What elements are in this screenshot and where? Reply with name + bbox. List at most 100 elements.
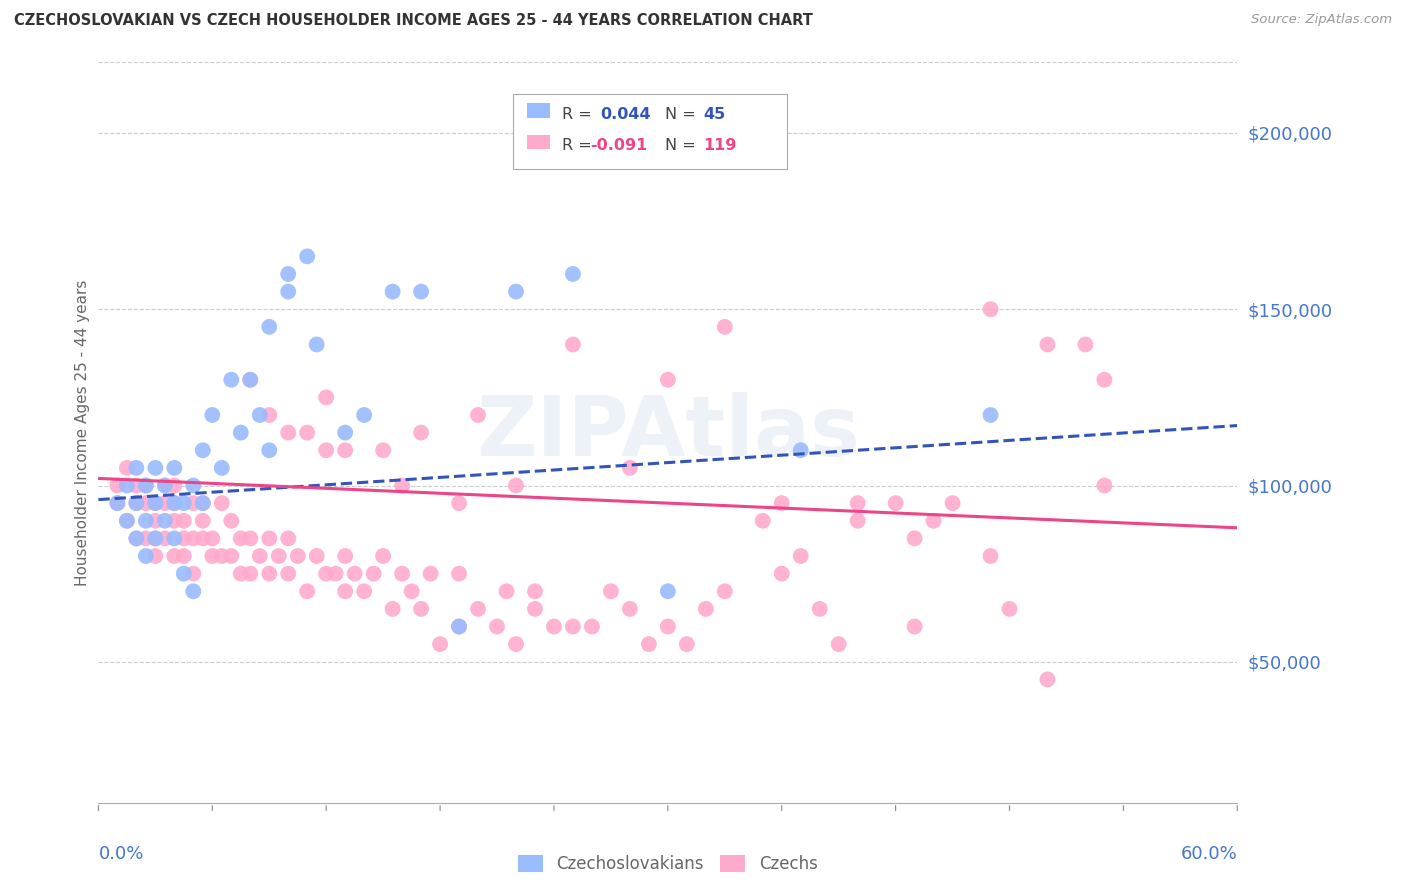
Point bbox=[145, 514, 167, 528]
Point bbox=[229, 566, 252, 581]
Point bbox=[381, 602, 404, 616]
Point bbox=[191, 514, 214, 528]
Point bbox=[922, 514, 945, 528]
Point bbox=[153, 478, 176, 492]
Point bbox=[676, 637, 699, 651]
Point bbox=[163, 496, 186, 510]
Point bbox=[183, 566, 205, 581]
Point bbox=[221, 549, 243, 563]
Point bbox=[562, 619, 585, 633]
Point bbox=[371, 549, 394, 563]
Text: ZIPAtlas: ZIPAtlas bbox=[475, 392, 860, 473]
Point bbox=[153, 514, 176, 528]
Point bbox=[335, 425, 357, 440]
Point bbox=[135, 496, 157, 510]
Point bbox=[163, 514, 186, 528]
Point bbox=[153, 496, 176, 510]
Point bbox=[657, 373, 679, 387]
Point bbox=[145, 549, 167, 563]
Point bbox=[401, 584, 423, 599]
Point bbox=[115, 461, 138, 475]
Point bbox=[153, 478, 176, 492]
Text: -0.091: -0.091 bbox=[591, 138, 648, 153]
Point bbox=[229, 425, 252, 440]
Point bbox=[353, 408, 375, 422]
Point bbox=[115, 514, 138, 528]
Point bbox=[714, 584, 737, 599]
Point bbox=[249, 549, 271, 563]
Point bbox=[259, 532, 281, 546]
Point bbox=[353, 584, 375, 599]
Point bbox=[277, 267, 299, 281]
Text: 119: 119 bbox=[703, 138, 737, 153]
Point bbox=[297, 249, 319, 263]
Point bbox=[183, 584, 205, 599]
Point bbox=[371, 443, 394, 458]
Point bbox=[163, 478, 186, 492]
Point bbox=[315, 390, 337, 404]
Point bbox=[657, 584, 679, 599]
Point bbox=[998, 602, 1021, 616]
Point bbox=[381, 285, 404, 299]
Point bbox=[942, 496, 965, 510]
Point bbox=[145, 496, 167, 510]
Point bbox=[1036, 337, 1059, 351]
Point bbox=[173, 532, 195, 546]
Point bbox=[524, 602, 547, 616]
Point bbox=[249, 408, 271, 422]
Point bbox=[211, 461, 233, 475]
Point bbox=[191, 496, 214, 510]
Text: 0.0%: 0.0% bbox=[98, 845, 143, 863]
Text: Source: ZipAtlas.com: Source: ZipAtlas.com bbox=[1251, 13, 1392, 27]
Point bbox=[153, 532, 176, 546]
Point bbox=[107, 478, 129, 492]
Point bbox=[277, 532, 299, 546]
Legend: Czechoslovakians, Czechs: Czechoslovakians, Czechs bbox=[512, 848, 824, 880]
Point bbox=[619, 602, 641, 616]
Point bbox=[467, 602, 489, 616]
Point bbox=[125, 461, 148, 475]
Point bbox=[211, 496, 233, 510]
Point bbox=[1094, 478, 1116, 492]
Point bbox=[221, 514, 243, 528]
Point bbox=[239, 373, 262, 387]
Point bbox=[277, 566, 299, 581]
Point bbox=[770, 566, 793, 581]
Text: 45: 45 bbox=[703, 107, 725, 122]
Point bbox=[411, 285, 433, 299]
Point bbox=[173, 566, 195, 581]
Point bbox=[277, 285, 299, 299]
Point bbox=[449, 566, 471, 581]
Point bbox=[107, 496, 129, 510]
Point bbox=[163, 496, 186, 510]
Point bbox=[239, 373, 262, 387]
Point bbox=[543, 619, 565, 633]
Text: R =: R = bbox=[562, 138, 598, 153]
Point bbox=[287, 549, 309, 563]
Point bbox=[183, 478, 205, 492]
Point bbox=[305, 549, 328, 563]
Point bbox=[201, 549, 224, 563]
Point bbox=[259, 319, 281, 334]
Point bbox=[145, 532, 167, 546]
Point bbox=[391, 478, 413, 492]
Point bbox=[979, 302, 1001, 317]
Point bbox=[191, 443, 214, 458]
Point bbox=[979, 408, 1001, 422]
Point bbox=[305, 337, 328, 351]
Point bbox=[505, 478, 527, 492]
Point bbox=[391, 566, 413, 581]
Point bbox=[449, 496, 471, 510]
Text: 0.044: 0.044 bbox=[600, 107, 651, 122]
Point bbox=[145, 532, 167, 546]
Point bbox=[335, 549, 357, 563]
Point bbox=[259, 566, 281, 581]
Point bbox=[201, 408, 224, 422]
Point bbox=[191, 532, 214, 546]
Point bbox=[335, 443, 357, 458]
Point bbox=[115, 514, 138, 528]
Point bbox=[145, 496, 167, 510]
Point bbox=[343, 566, 366, 581]
Point bbox=[277, 425, 299, 440]
Point bbox=[619, 461, 641, 475]
